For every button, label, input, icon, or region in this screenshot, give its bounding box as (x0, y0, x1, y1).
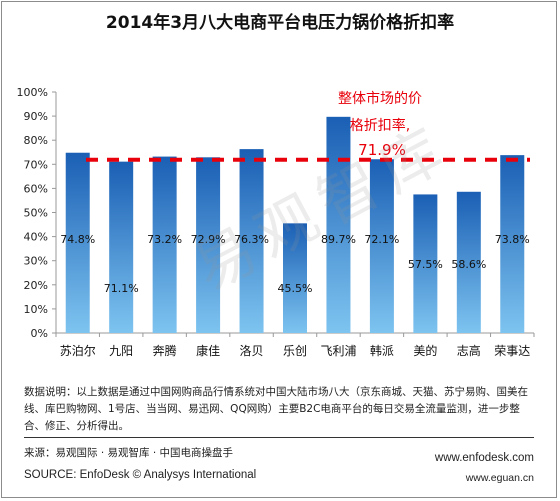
y-tick-label: 40% (24, 231, 48, 244)
y-tick-label: 30% (24, 255, 48, 268)
y-tick-label: 60% (24, 182, 48, 195)
chart-title: 2014年3月八大电商平台电压力锅价格折扣率 (105, 13, 455, 33)
category-label: 九阳 (109, 344, 133, 358)
bar-chart: 0% 10% 20% 30% 40% 50% 60% 70% 80% 90% 100% 74.8% 苏… (17, 86, 535, 358)
bar (413, 194, 438, 333)
divider (24, 437, 534, 438)
data-label: 72.9% (191, 233, 226, 246)
data-label: 74.8% (60, 233, 95, 246)
data-note: 数据说明：以上数据是通过中国网购商品行情系统对中国大陆市场八大（京东商城、天猫、… (24, 386, 528, 432)
data-label: 57.5% (408, 258, 443, 271)
data-label: 71.1% (104, 282, 139, 295)
bar (456, 191, 481, 333)
data-label: 89.7% (321, 233, 356, 246)
category-label: 康佳 (196, 343, 220, 358)
url-eguan: www.eguan.cn (465, 472, 534, 484)
category-label: 韩派 (370, 343, 394, 358)
category-label: 志高 (457, 343, 481, 358)
data-label: 73.8% (495, 233, 530, 246)
bar (283, 223, 307, 333)
source-cn: 来源：易观国际 · 易观智库 · 中国电商操盘手 (24, 447, 234, 459)
category-label: 苏泊尔 (60, 343, 96, 358)
y-tick-label: 0% (31, 327, 48, 340)
bar (239, 149, 264, 333)
bar (500, 155, 525, 333)
category-label: 飞利浦 (320, 344, 356, 358)
y-tick-label: 80% (24, 134, 48, 147)
data-label: 45.5% (278, 282, 313, 295)
bar (196, 157, 221, 333)
source-en: SOURCE: EnfoDesk © Analysys Internationa… (24, 469, 257, 481)
bar (109, 161, 134, 333)
data-label: 76.3% (234, 233, 269, 246)
bar (326, 116, 351, 333)
y-tick-label: 90% (24, 110, 48, 123)
data-label: 58.6% (451, 258, 486, 271)
bar (369, 159, 394, 333)
reference-label: 整体市场的价 (338, 90, 422, 107)
url-enfodesk: www.enfodesk.com (434, 452, 534, 464)
reference-label: 格折扣率, (350, 117, 410, 134)
bar (65, 152, 90, 333)
category-label: 奔腾 (153, 343, 177, 358)
category-label: 荣事达 (494, 344, 530, 358)
y-tick-label: 10% (24, 303, 48, 316)
data-label: 73.2% (147, 233, 182, 246)
bar (152, 156, 177, 333)
reference-value: 71.9% (358, 141, 406, 159)
y-tick-label: 70% (24, 158, 48, 171)
y-tick-label: 100% (17, 86, 48, 99)
category-label: 美的 (413, 343, 437, 358)
y-tick-label: 50% (24, 207, 48, 220)
category-label: 洛贝 (240, 343, 264, 358)
y-tick-label: 20% (24, 279, 48, 292)
category-label: 乐创 (283, 344, 307, 358)
data-label: 72.1% (364, 233, 399, 246)
